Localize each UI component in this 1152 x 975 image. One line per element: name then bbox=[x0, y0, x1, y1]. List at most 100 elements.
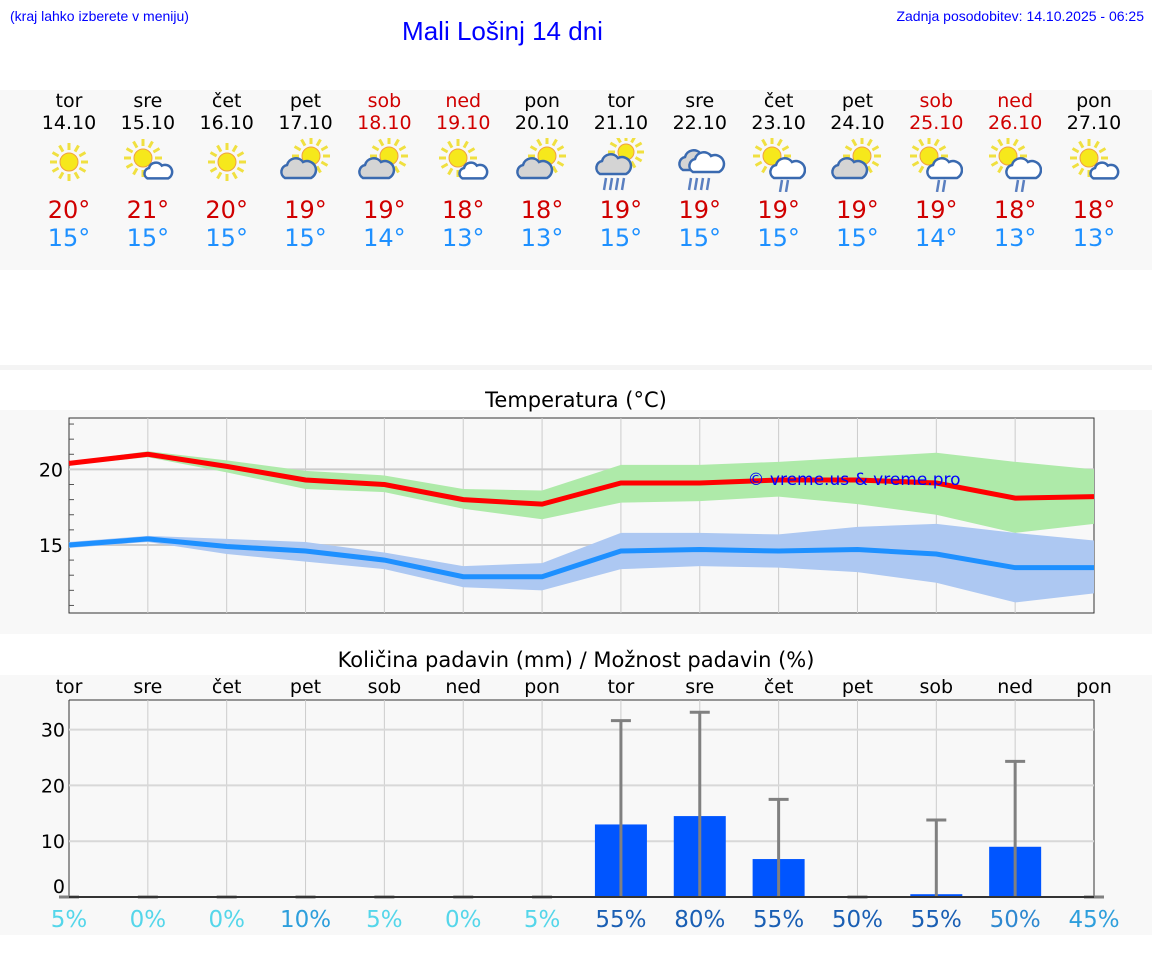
rain-icon bbox=[778, 179, 789, 192]
cloud-icon bbox=[1005, 157, 1043, 180]
x-day-label: pon bbox=[1076, 676, 1112, 698]
sun-ray bbox=[372, 145, 380, 152]
rain-drop bbox=[614, 177, 620, 191]
sun-disc bbox=[1079, 148, 1099, 168]
min-temperature: 15° bbox=[126, 224, 170, 252]
day-forecast: čet 16.10 20° 15° bbox=[187, 90, 267, 252]
rain-drop bbox=[602, 177, 608, 191]
sun-ray bbox=[73, 171, 80, 180]
sun-ray bbox=[933, 138, 941, 147]
sun-ray bbox=[634, 141, 643, 148]
min-temperature: 15° bbox=[678, 224, 722, 252]
last-updated: Zadnja posodobitev: 14.10.2025 - 06:25 bbox=[896, 8, 1144, 24]
sun-grey-cloud-icon bbox=[831, 138, 882, 180]
sun-ray bbox=[1071, 147, 1080, 154]
sun-ray bbox=[990, 160, 999, 167]
sun-ray bbox=[209, 151, 218, 158]
copyright-watermark: © vreme.us & vreme.pro bbox=[747, 470, 960, 490]
sun-ray bbox=[872, 160, 880, 167]
precipitation-probability: 55% bbox=[753, 907, 804, 933]
day-name: ned bbox=[445, 90, 482, 112]
day-name: pon bbox=[1076, 90, 1112, 112]
sun-ray bbox=[1078, 167, 1085, 176]
precipitation-probability: 50% bbox=[990, 907, 1041, 933]
rain-icon bbox=[687, 177, 710, 191]
day-date: 20.10 bbox=[514, 112, 570, 134]
day-date: 17.10 bbox=[278, 112, 333, 134]
rain-drop bbox=[687, 177, 692, 191]
sun-ray bbox=[1078, 140, 1085, 149]
min-temperature: 15° bbox=[284, 224, 327, 252]
min-temperature: 15° bbox=[836, 224, 879, 252]
sun-small-cloud-icon bbox=[439, 139, 489, 180]
min-temperature: 13° bbox=[520, 224, 564, 252]
max-temperature: 20° bbox=[205, 196, 248, 224]
sun-ray bbox=[236, 151, 244, 158]
day-name: čet bbox=[763, 90, 794, 112]
x-day-label: sob bbox=[920, 676, 954, 698]
rain-drop bbox=[942, 179, 947, 192]
rain-drop bbox=[1020, 179, 1026, 192]
min-temperature: 14° bbox=[363, 224, 406, 252]
precipitation-probability: 55% bbox=[595, 907, 646, 933]
day-name: tor bbox=[607, 90, 635, 112]
sun-icon bbox=[50, 143, 88, 181]
day-date: 21.10 bbox=[593, 112, 649, 134]
min-temperature: 13° bbox=[441, 224, 485, 252]
sun-icon bbox=[207, 143, 246, 181]
sun-icon bbox=[50, 143, 88, 181]
cloud-heavy-rain-icon bbox=[677, 149, 725, 191]
day-forecast: ned 26.10 18° 13° bbox=[975, 90, 1055, 252]
sun-ray bbox=[781, 145, 789, 152]
rain-icon bbox=[936, 179, 947, 192]
sun-ray bbox=[634, 156, 643, 163]
y-tick-label: 20 bbox=[39, 459, 63, 481]
cloud-icon bbox=[768, 157, 806, 180]
day-name: čet bbox=[211, 90, 242, 112]
sun-ray bbox=[872, 145, 880, 152]
sun-ray bbox=[51, 166, 60, 173]
sun-ray bbox=[320, 160, 328, 167]
sun-cloud-light-rain-icon bbox=[752, 138, 806, 192]
sun-ray bbox=[58, 144, 65, 153]
sun-grey-cloud-rain-icon bbox=[595, 138, 644, 191]
day-date: 27.10 bbox=[1066, 112, 1122, 134]
temperature-chart-title: Temperatura (°C) bbox=[485, 388, 667, 412]
precipitation-probability: 0% bbox=[445, 907, 482, 933]
sun-ray bbox=[125, 147, 134, 154]
day-name: sob bbox=[919, 90, 954, 112]
sun-ray bbox=[1098, 147, 1107, 154]
day-name: pet bbox=[841, 90, 874, 112]
sun-disc bbox=[59, 152, 79, 172]
max-temperature-line bbox=[68, 451, 1095, 507]
x-day-label: sre bbox=[685, 676, 714, 698]
sun-ray bbox=[776, 138, 783, 147]
day-forecast: pet 17.10 19° 15° bbox=[266, 90, 346, 252]
sun-ray bbox=[760, 138, 767, 147]
precipitation-probability: 80% bbox=[674, 907, 725, 933]
rain-icon bbox=[602, 177, 626, 191]
day-forecast: pet 24.10 19° 15° bbox=[817, 90, 897, 252]
cloud-icon bbox=[831, 157, 869, 180]
sun-ray bbox=[447, 167, 454, 176]
min-temperature: 15° bbox=[757, 224, 800, 252]
day-forecast: sre 22.10 19° 15° bbox=[660, 90, 740, 252]
max-temperature: 20° bbox=[47, 196, 91, 224]
rain-drop bbox=[620, 177, 626, 191]
rain-drop bbox=[699, 177, 704, 191]
precipitation-probability: 5% bbox=[524, 907, 561, 933]
sun-ray bbox=[867, 138, 874, 147]
sun-ray bbox=[73, 144, 80, 153]
x-day-label: tor bbox=[56, 676, 83, 698]
sun-grey-cloud-icon bbox=[516, 138, 567, 180]
sun-ray bbox=[912, 145, 920, 152]
sun-ray bbox=[997, 138, 1004, 147]
sun-ray bbox=[378, 138, 385, 147]
y-tick-label: 10 bbox=[41, 831, 65, 853]
rain-drop bbox=[784, 179, 789, 192]
sun-ray bbox=[1012, 138, 1019, 147]
divider bbox=[0, 365, 1152, 370]
sun-ray bbox=[293, 145, 301, 152]
sun-ray bbox=[912, 160, 920, 167]
x-day-label: ned bbox=[997, 676, 1033, 698]
